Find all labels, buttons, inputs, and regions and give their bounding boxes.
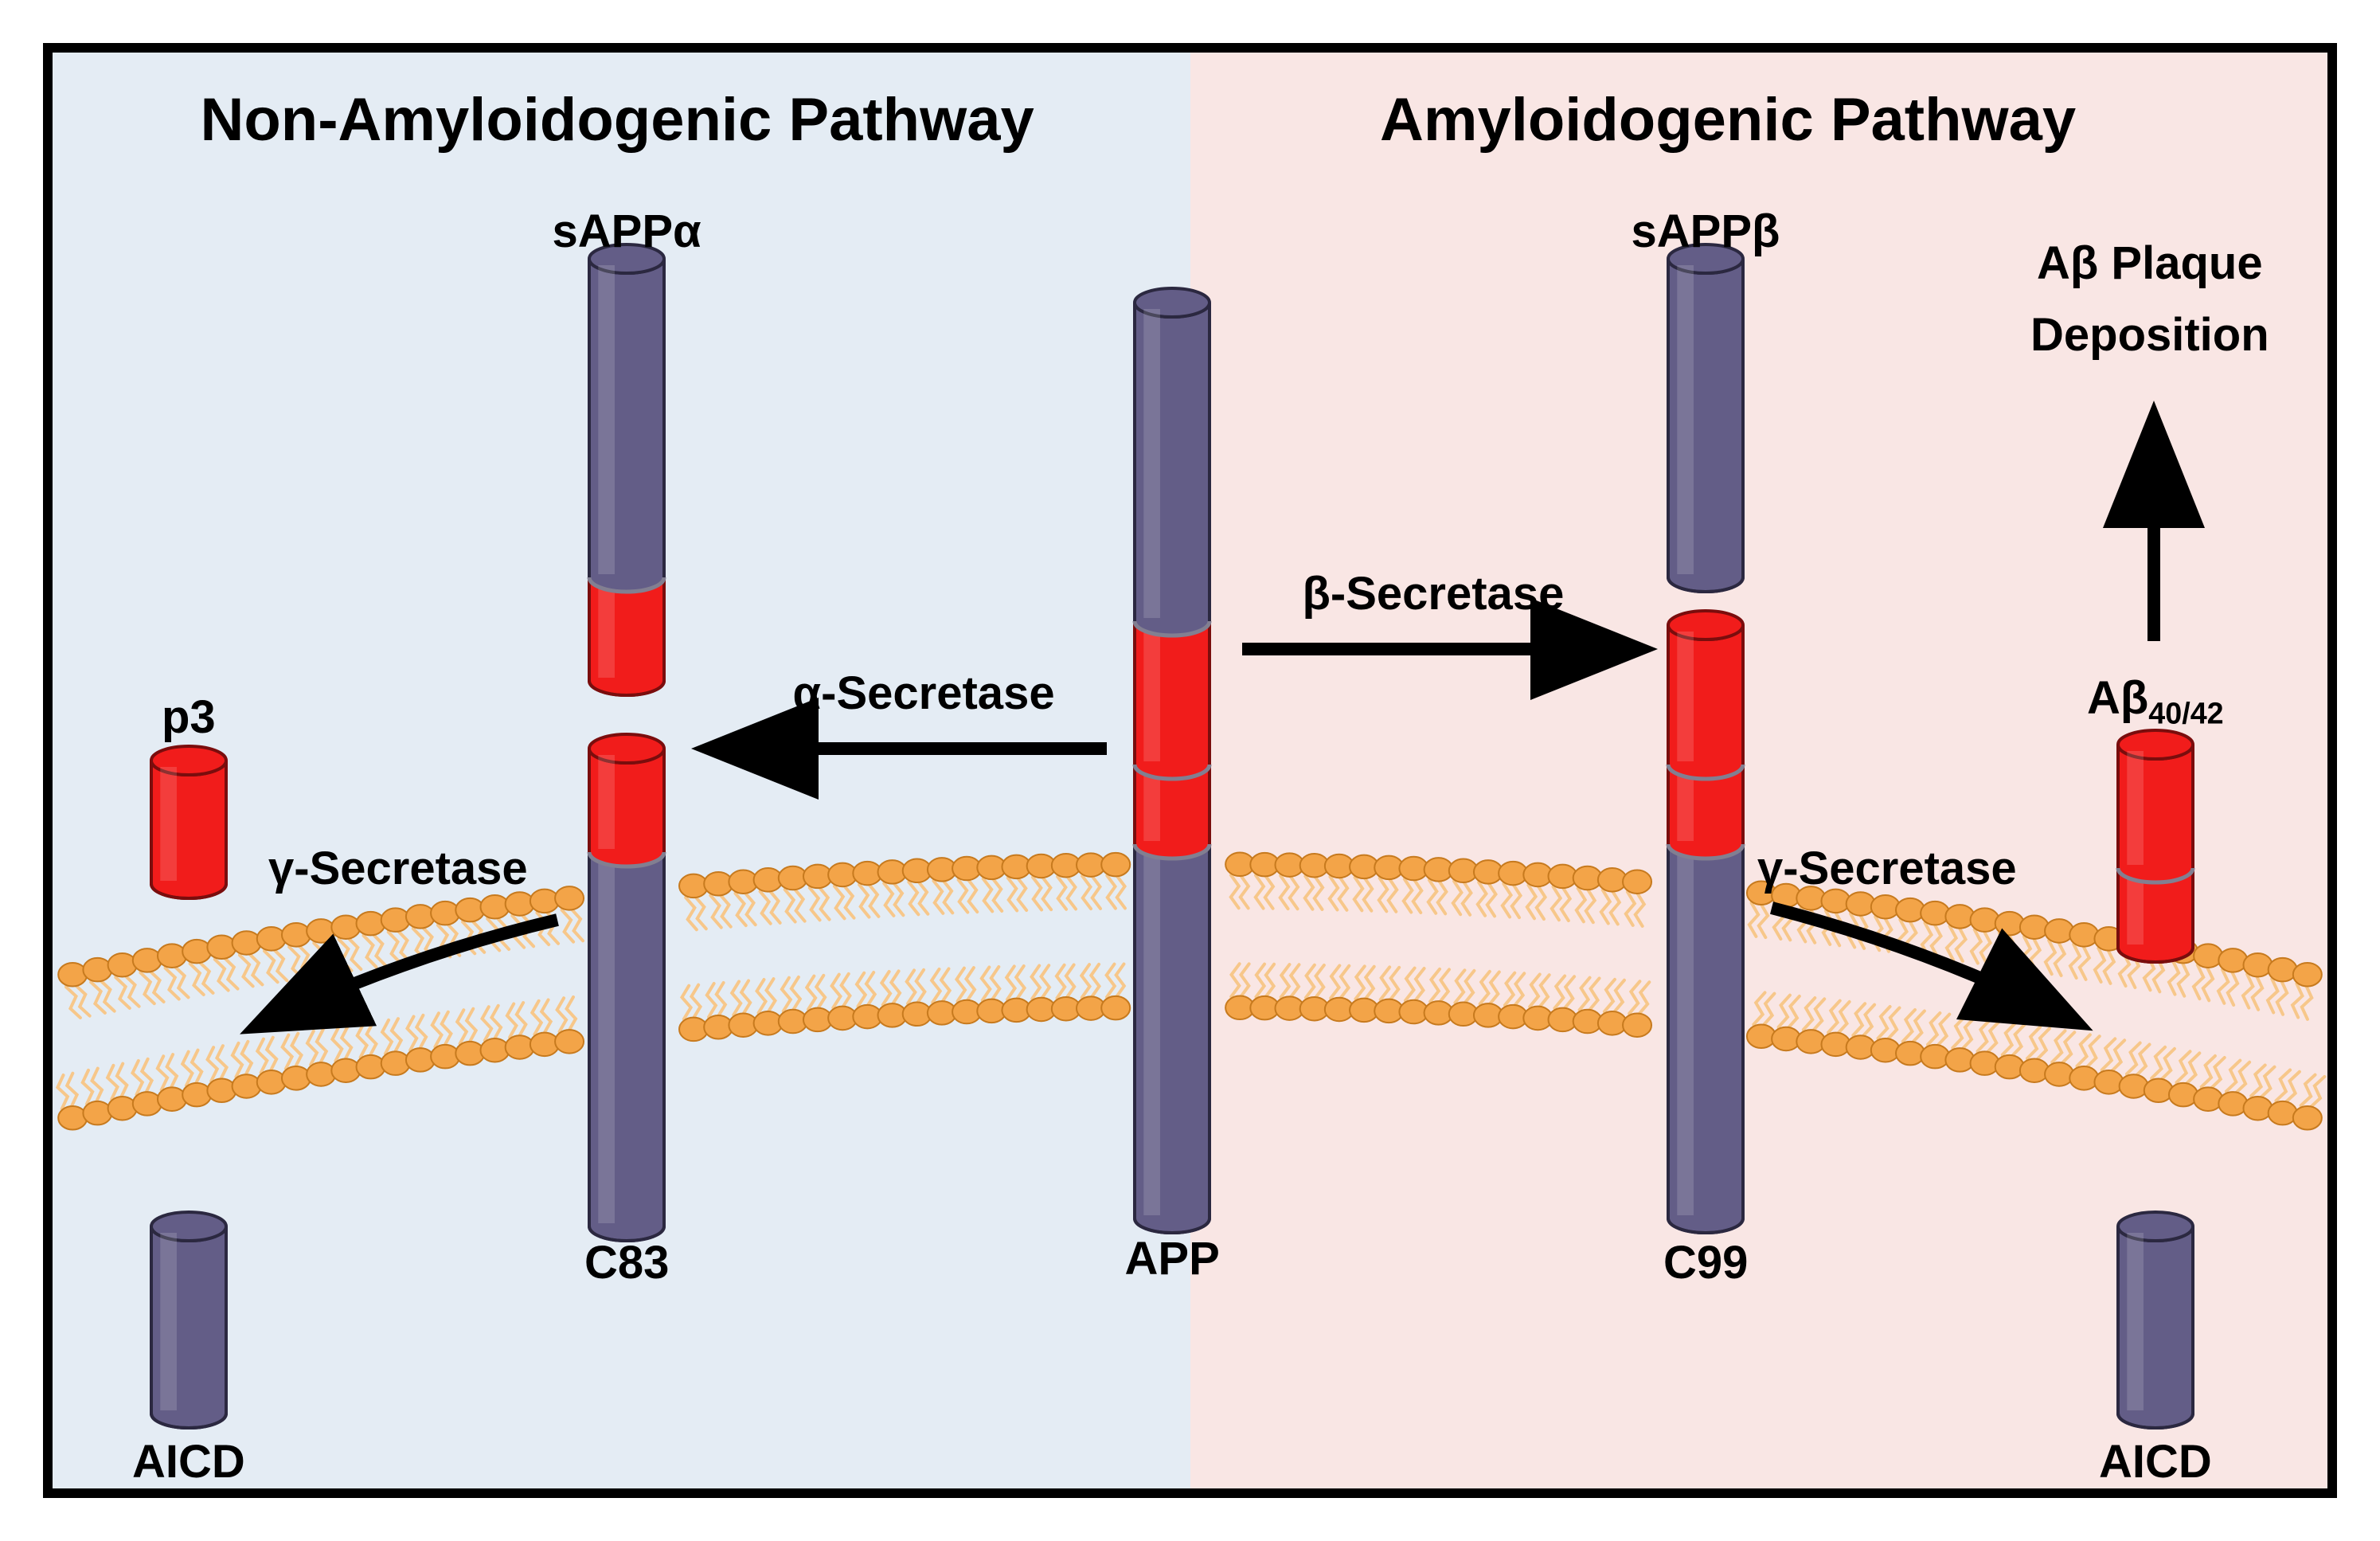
title-right: Amyloidogenic Pathway bbox=[1380, 85, 2076, 154]
label-sappa: sAPPα bbox=[553, 205, 701, 258]
title-left: Non-Amyloidogenic Pathway bbox=[201, 85, 1034, 154]
label-plaque-2: Deposition bbox=[2030, 308, 2269, 362]
label-sappb: sAPPβ bbox=[1632, 205, 1780, 258]
label-c99: C99 bbox=[1663, 1236, 1748, 1289]
label-c83: C83 bbox=[584, 1236, 669, 1289]
label-aicd-r: AICD bbox=[2099, 1435, 2212, 1488]
label-ab: Aβ40/42 bbox=[2087, 671, 2224, 731]
label-beta: β-Secretase bbox=[1303, 567, 1565, 620]
diagram-root: Non-Amyloidogenic Pathway Amyloidogenic P… bbox=[0, 0, 2380, 1541]
label-aicd-l: AICD bbox=[132, 1435, 245, 1488]
diagram-svg bbox=[0, 0, 2380, 1541]
label-alpha: α-Secretase bbox=[793, 667, 1055, 720]
label-gamma-l: γ-Secretase bbox=[268, 842, 528, 895]
label-p3: p3 bbox=[162, 690, 216, 744]
label-plaque-1: Aβ Plaque bbox=[2037, 237, 2263, 290]
label-app: APP bbox=[1125, 1232, 1220, 1285]
label-gamma-r: γ-Secretase bbox=[1757, 842, 2017, 895]
